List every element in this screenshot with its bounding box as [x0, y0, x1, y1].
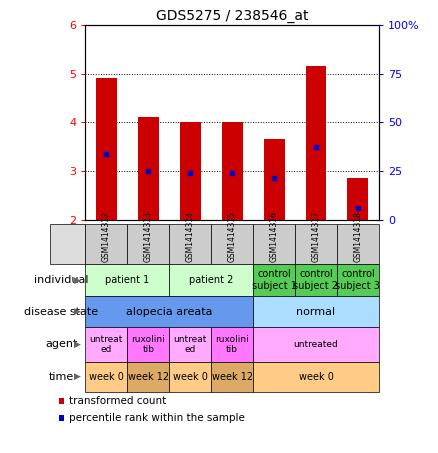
Text: GSM1414314: GSM1414314 — [186, 211, 195, 262]
Text: week 12: week 12 — [212, 372, 253, 382]
Text: week 12: week 12 — [128, 372, 169, 382]
Bar — [264, 140, 285, 220]
Text: ▶: ▶ — [74, 372, 81, 381]
Text: ruxolini
tib: ruxolini tib — [131, 335, 165, 354]
Bar — [96, 78, 117, 220]
Bar — [347, 178, 368, 220]
Text: GSM1414317: GSM1414317 — [311, 211, 321, 262]
Text: normal: normal — [297, 307, 336, 317]
Text: week 0: week 0 — [299, 372, 333, 382]
Text: untreated: untreated — [293, 340, 339, 349]
Bar — [305, 66, 326, 220]
Text: ▶: ▶ — [74, 275, 81, 284]
Text: week 0: week 0 — [89, 372, 124, 382]
Text: disease state: disease state — [24, 307, 98, 317]
Title: GDS5275 / 238546_at: GDS5275 / 238546_at — [156, 9, 308, 23]
Text: GSM1414318: GSM1414318 — [353, 211, 362, 262]
Text: patient 2: patient 2 — [189, 275, 233, 285]
Text: percentile rank within the sample: percentile rank within the sample — [69, 413, 245, 423]
Bar — [222, 122, 243, 220]
Text: control
subject 3: control subject 3 — [336, 269, 380, 291]
Text: untreat
ed: untreat ed — [173, 335, 207, 354]
Text: ▶: ▶ — [74, 340, 81, 349]
Text: alopecia areata: alopecia areata — [126, 307, 212, 317]
Text: ruxolini
tib: ruxolini tib — [215, 335, 249, 354]
Text: control
subject 1: control subject 1 — [251, 269, 297, 291]
Bar — [138, 117, 159, 220]
Bar — [180, 122, 201, 220]
Text: GSM1414315: GSM1414315 — [228, 211, 237, 262]
Text: individual: individual — [34, 275, 88, 285]
Text: patient 1: patient 1 — [105, 275, 149, 285]
Text: GSM1414313: GSM1414313 — [144, 211, 153, 262]
Text: week 0: week 0 — [173, 372, 208, 382]
Text: agent: agent — [45, 339, 77, 350]
Text: GSM1414312: GSM1414312 — [102, 211, 111, 262]
Text: time: time — [49, 372, 74, 382]
Text: control
subject 2: control subject 2 — [293, 269, 339, 291]
Text: untreat
ed: untreat ed — [90, 335, 123, 354]
Text: GSM1414316: GSM1414316 — [269, 211, 279, 262]
Text: ▶: ▶ — [74, 307, 81, 316]
Text: transformed count: transformed count — [69, 396, 166, 406]
